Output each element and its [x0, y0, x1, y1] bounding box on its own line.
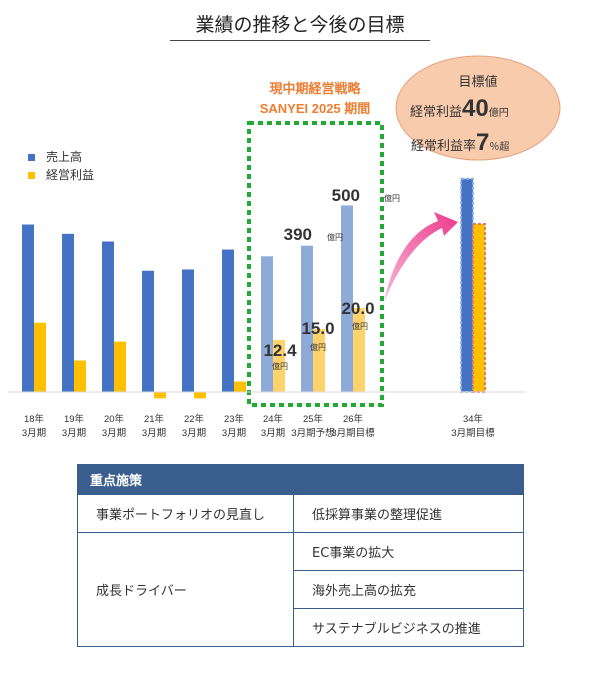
trend-arrow	[384, 212, 458, 302]
x-tick-label: 23年	[224, 413, 245, 425]
plan-box-title: 現中期経営戦略	[269, 81, 361, 96]
x-tick-label: 3月期	[182, 428, 206, 439]
sales-bar	[460, 177, 474, 393]
x-tick-label: 3月期目標	[451, 427, 495, 439]
target-line-value: 7	[476, 129, 489, 156]
x-tick-label: 3月期目標	[331, 427, 375, 439]
data-label-unit: 億円	[352, 321, 368, 331]
profit-bar	[34, 322, 46, 392]
data-label-unit: 億円	[327, 232, 343, 242]
profit-bar	[114, 341, 126, 392]
x-tick-label: 3月期	[22, 428, 46, 439]
data-label-value: 12.4	[263, 341, 297, 360]
x-tick-label: 21年	[144, 413, 165, 425]
sales-bar	[261, 256, 273, 392]
sales-bar	[222, 249, 234, 392]
sales-bar	[182, 269, 194, 392]
sales-bar	[102, 241, 114, 392]
table-row: 事業ポートフォリオの見直し 低採算事業の整理促進	[77, 494, 524, 533]
plan-box-subtitle: SANYEI 2025 期間	[260, 101, 371, 116]
legend-swatch-sales	[28, 154, 35, 161]
table-cell-right: EC事業の拡大	[293, 532, 524, 571]
sales-bar	[341, 205, 353, 392]
data-label-unit: 億円	[384, 193, 400, 203]
table-cell-left: 成長ドライバー	[77, 532, 294, 647]
x-tick-label: 25年	[303, 413, 324, 425]
target-line: 経常利益40億円	[410, 95, 509, 122]
sales-bar	[62, 233, 74, 392]
target-line-unit: 億円	[489, 106, 509, 119]
x-tick-label: 3月期	[222, 428, 246, 439]
focus-measures-table: 重点施策 事業ポートフォリオの見直し 低採算事業の整理促進 成長ドライバー EC…	[77, 464, 524, 647]
table-header-row: 重点施策	[77, 464, 524, 495]
data-label-unit: 億円	[272, 361, 288, 371]
target-line-value: 40	[462, 95, 489, 122]
data-label-value: 20.0	[341, 299, 374, 318]
data-label-unit: 億円	[310, 342, 326, 352]
profit-bar	[234, 381, 246, 392]
sales-bar	[301, 245, 313, 392]
target-line: 経常利益率7％超	[411, 129, 509, 156]
target-callout	[395, 55, 561, 161]
profit-bar	[273, 339, 285, 392]
x-tick-label: 3月期	[142, 428, 166, 439]
target-line-label: 経常利益率	[411, 138, 476, 153]
x-tick-label: 3月期	[261, 428, 285, 439]
target-line-label: 経常利益	[410, 104, 462, 119]
table-header: 重点施策	[77, 464, 524, 495]
title-underline	[170, 40, 430, 41]
x-tick-label: 18年	[24, 413, 45, 425]
table-cell-right: サステナブルビジネスの推進	[293, 608, 524, 647]
profit-bar	[194, 392, 206, 399]
profit-bar	[472, 223, 486, 393]
data-label-value: 15.0	[301, 319, 334, 338]
x-tick-label: 3月期	[102, 428, 126, 439]
target-heading: 目標値	[458, 74, 497, 89]
table-cell-right: 低採算事業の整理促進	[293, 494, 524, 533]
x-tick-label: 19年	[64, 413, 85, 425]
table-row: サステナブルビジネスの推進	[78, 608, 524, 647]
x-tick-label: 22年	[184, 413, 205, 425]
x-tick-label: 34年	[463, 413, 484, 425]
x-tick-label: 20年	[104, 413, 125, 425]
profit-bar	[353, 308, 365, 392]
performance-chart: 現中期経営戦略 SANYEI 2025 期間 18年 3月期 19年 3月期 20年 3月期…	[8, 55, 561, 439]
data-label-value: 390	[284, 225, 312, 244]
profit-bar	[313, 329, 325, 392]
x-tick-label: 24年	[263, 413, 284, 425]
sales-bar	[22, 224, 34, 392]
target-line-unit: ％超	[489, 140, 509, 153]
table-row: 成長ドライバー EC事業の拡大	[77, 532, 524, 647]
table-cell-right: 海外売上高の拡充	[293, 570, 524, 609]
legend-swatch-profit	[28, 172, 35, 179]
x-tick-label: 3月期予想	[291, 427, 335, 439]
data-label-value: 500	[332, 186, 360, 205]
plan-period-box	[247, 121, 384, 407]
x-tick-label: 26年	[343, 413, 364, 425]
sales-bar	[142, 270, 154, 392]
page-title: 業績の推移と今後の目標	[195, 14, 405, 36]
profit-bar	[154, 392, 166, 399]
legend-label-sales: 売上高	[46, 149, 82, 164]
table-cell-left: 事業ポートフォリオの見直し	[77, 494, 294, 533]
x-tick-label: 3月期	[62, 428, 86, 439]
legend-label-profit: 経営利益	[46, 168, 94, 182]
profit-bar	[74, 360, 86, 392]
